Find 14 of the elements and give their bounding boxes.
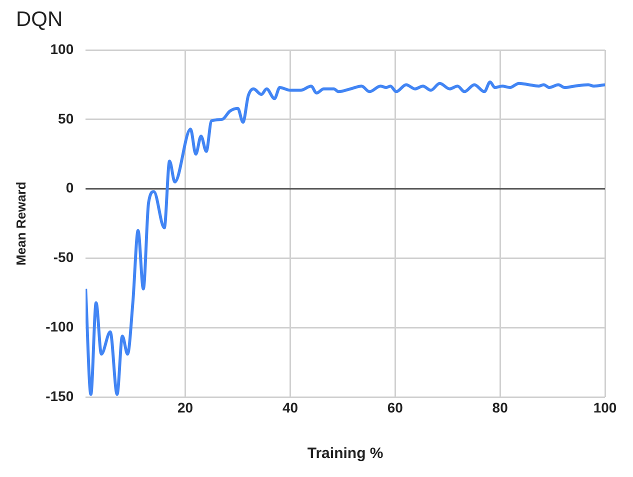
y-tick-label: 50 <box>58 110 74 126</box>
y-tick-label: 100 <box>50 40 74 57</box>
x-tick-label: 20 <box>178 399 194 416</box>
y-tick-label: -150 <box>46 388 74 404</box>
x-tick-label: 60 <box>387 399 404 416</box>
chart-title: DQN <box>16 8 63 32</box>
y-tick-label: 0 <box>66 180 74 196</box>
x-tick-label: 100 <box>593 399 617 416</box>
y-tick-label: -50 <box>53 249 74 266</box>
y-tick-label: -100 <box>46 318 74 335</box>
y-axis-title: Mean Reward <box>13 182 28 266</box>
x-tick-label: 40 <box>282 399 298 416</box>
x-tick-label: 80 <box>492 399 508 416</box>
x-axis-title: Training % <box>307 445 384 462</box>
